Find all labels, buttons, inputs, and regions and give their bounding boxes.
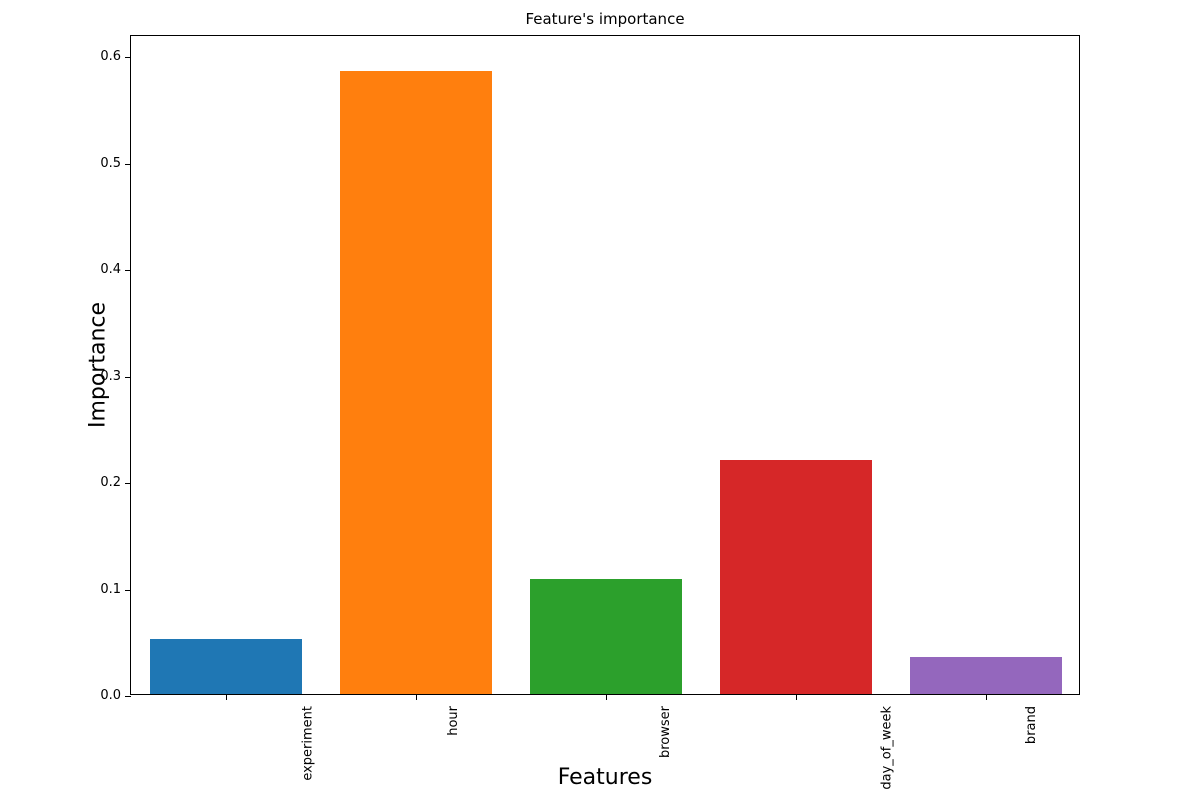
bar [720, 460, 872, 694]
bar [340, 71, 492, 694]
chart-title: Feature's importance [130, 10, 1080, 28]
y-tick-mark [125, 377, 131, 378]
x-tick-mark [606, 694, 607, 700]
y-tick-label: 0.4 [100, 262, 121, 277]
bar [910, 657, 1062, 694]
x-tick-mark [986, 694, 987, 700]
x-tick-label: browser [658, 706, 673, 758]
y-tick-mark [125, 483, 131, 484]
y-tick-mark [125, 590, 131, 591]
y-tick-label: 0.6 [100, 49, 121, 64]
y-tick-mark [125, 57, 131, 58]
y-tick-mark [125, 164, 131, 165]
x-tick-label: brand [1024, 706, 1039, 744]
feature-importance-chart: 0.00.10.20.30.40.50.6experimenthourbrows… [130, 35, 1080, 695]
y-tick-label: 0.5 [100, 156, 121, 171]
bar [530, 579, 682, 694]
y-tick-label: 0.0 [100, 688, 121, 703]
x-tick-mark [416, 694, 417, 700]
y-tick-label: 0.1 [100, 582, 121, 597]
y-tick-mark [125, 270, 131, 271]
y-tick-label: 0.2 [100, 475, 121, 490]
x-tick-label: hour [446, 706, 461, 736]
x-tick-mark [796, 694, 797, 700]
y-axis-label: Importance [86, 302, 111, 428]
bar [150, 639, 302, 694]
plot-area: 0.00.10.20.30.40.50.6experimenthourbrows… [130, 35, 1080, 695]
x-tick-mark [226, 694, 227, 700]
x-axis-label: Features [130, 765, 1080, 790]
y-tick-mark [125, 696, 131, 697]
